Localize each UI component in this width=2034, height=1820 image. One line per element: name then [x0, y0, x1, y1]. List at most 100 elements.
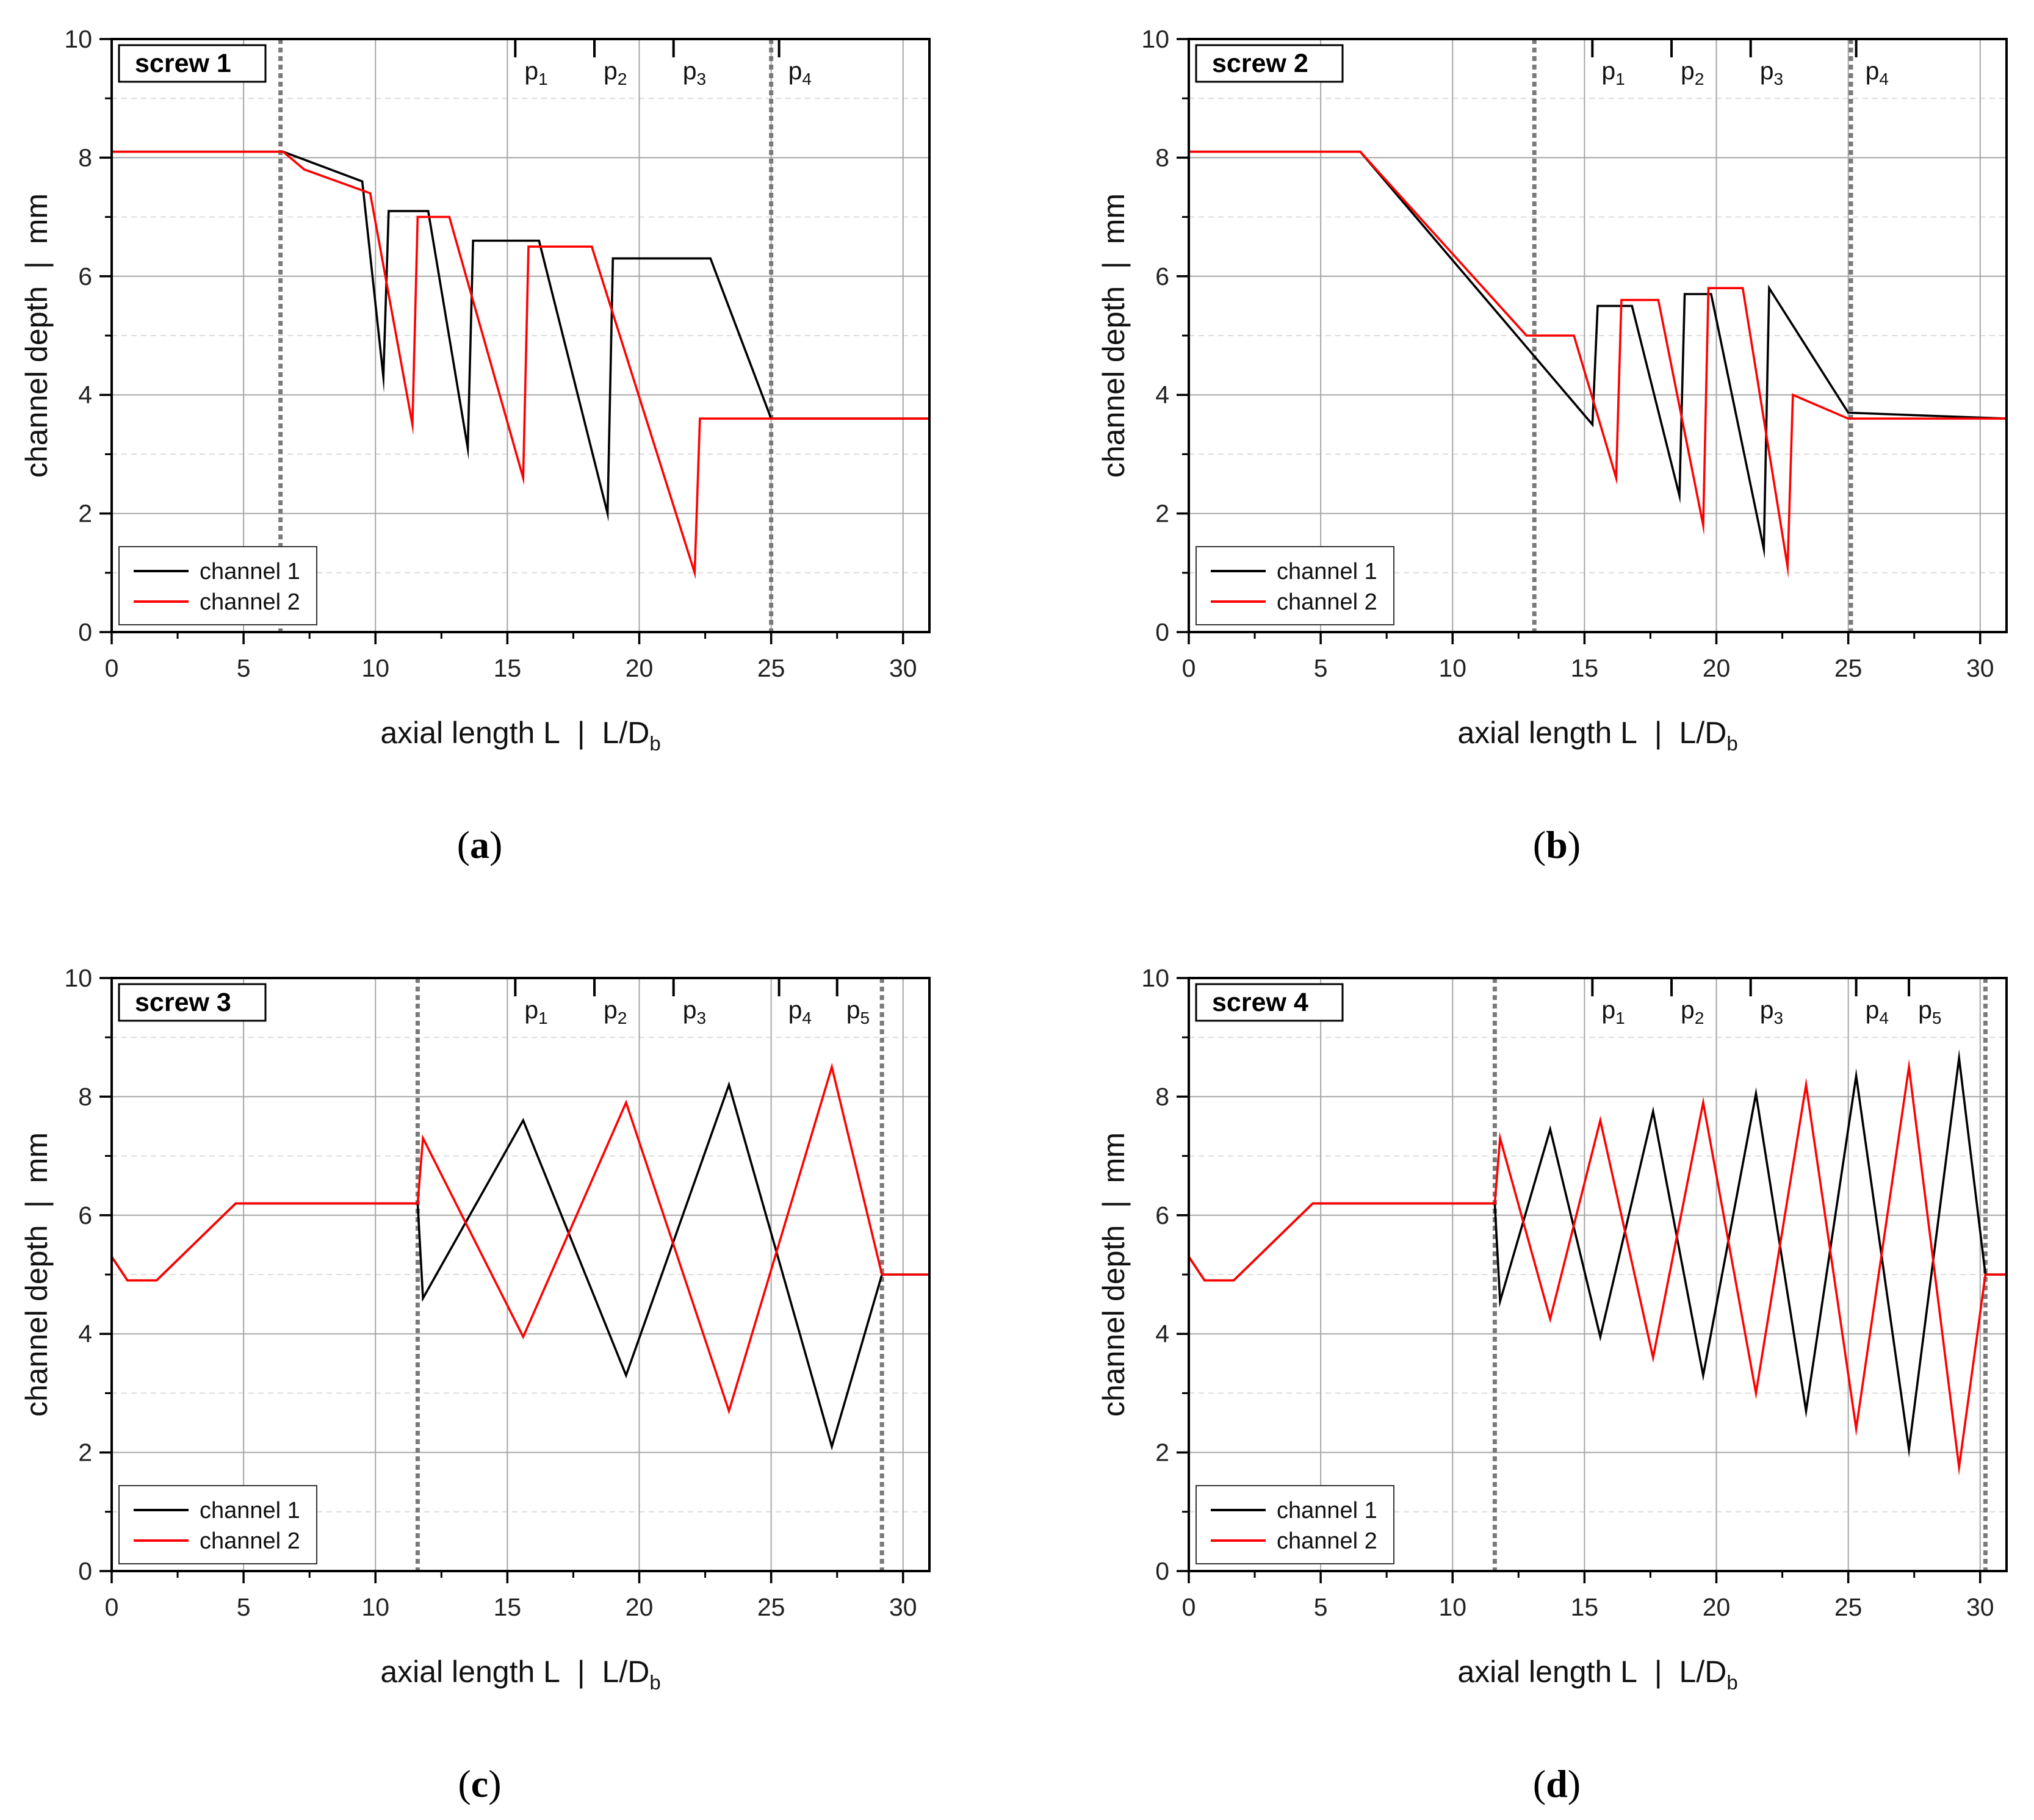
legend-box	[118, 1485, 317, 1564]
y-tick-label: 6	[78, 262, 92, 290]
y-tick-label: 8	[78, 1082, 92, 1110]
x-tick-label: 0	[105, 1593, 119, 1621]
x-tick-label: 0	[1182, 1593, 1196, 1621]
y-axis-title: channel depth | mm	[1097, 1132, 1131, 1417]
section-marker-label-p1: p1	[524, 996, 547, 1027]
section-marker-label-p2: p2	[604, 57, 627, 88]
legend-box	[1196, 1485, 1394, 1564]
y-tick-label: 0	[1155, 618, 1169, 646]
x-tick-label: 10	[361, 1593, 389, 1621]
section-marker-label-p3: p3	[683, 57, 706, 88]
x-tick-label: 10	[1438, 1593, 1466, 1621]
series-line-channel-1	[1188, 1049, 2007, 1458]
screw-label-box	[1195, 44, 1344, 83]
section-marker-label-p2: p2	[604, 996, 627, 1027]
section-marker-label-p3: p3	[1760, 996, 1783, 1027]
x-tick-label: 10	[361, 654, 389, 682]
x-tick-label: 30	[1966, 1593, 1994, 1621]
x-axis-title: axial length L | L/Db	[380, 1655, 660, 1694]
y-axis-title: channel depth | mm	[20, 1132, 54, 1417]
series-line-channel-2	[112, 150, 929, 580]
x-tick-label: 5	[237, 654, 251, 682]
series-line-channel-2	[110, 1062, 929, 1415]
y-tick-label: 0	[1155, 1557, 1169, 1585]
legend-label-channel-2: channel 2	[1277, 1528, 1377, 1554]
screw-label: screw 2	[1212, 49, 1308, 78]
series-line-channel-2	[1189, 150, 2007, 579]
section-marker-label-p1: p1	[1601, 57, 1625, 88]
series-line-channel-1	[110, 1081, 929, 1451]
screw-label: screw 4	[1212, 988, 1308, 1017]
x-tick-label: 25	[1834, 654, 1863, 682]
x-tick-label: 15	[1571, 1593, 1599, 1621]
x-axis-title: axial length L | L/Db	[380, 716, 660, 755]
section-marker-label-p1: p1	[1601, 996, 1625, 1027]
x-tick-label: 30	[889, 1593, 917, 1621]
y-tick-label: 0	[78, 1557, 92, 1585]
legend-label-channel-2: channel 2	[1277, 589, 1377, 615]
x-tick-label: 5	[237, 1593, 251, 1621]
y-tick-label: 4	[1155, 381, 1169, 409]
series-line-channel-2	[1188, 1059, 2007, 1476]
y-tick-label: 4	[78, 381, 92, 409]
section-marker-label-p1: p1	[524, 57, 547, 88]
x-tick-label: 15	[494, 1593, 522, 1621]
legend-box	[118, 546, 317, 625]
legend-label-channel-1: channel 1	[1277, 559, 1377, 584]
legend-box	[1196, 546, 1394, 625]
legend-label-channel-1: channel 1	[200, 1498, 300, 1523]
panel-caption: (d)	[1533, 1762, 1581, 1805]
legend-label-channel-1: channel 1	[200, 559, 300, 584]
y-tick-label: 0	[78, 618, 92, 646]
x-tick-label: 0	[105, 654, 119, 682]
y-tick-label: 2	[78, 1439, 92, 1467]
section-marker-label-p5: p5	[1918, 996, 1941, 1027]
legend-label-channel-2: channel 2	[200, 1528, 300, 1554]
x-tick-label: 30	[1966, 654, 1994, 682]
y-axis-title: channel depth | mm	[1097, 193, 1131, 478]
chart-panel-c: 0 5 10 15 20 25 30 0 2 4 6 8 10 p1 p2 p3 p4 p5 screw 3 chan…	[20, 964, 931, 1805]
section-marker-label-p4: p4	[788, 57, 812, 88]
x-axis-title: axial length L | L/Db	[1457, 716, 1737, 755]
x-tick-label: 15	[1571, 654, 1599, 682]
y-tick-label: 8	[78, 143, 92, 171]
section-marker-label-p5: p5	[846, 996, 870, 1027]
section-marker-label-p3: p3	[1760, 57, 1783, 88]
screw-label-box	[1195, 983, 1344, 1022]
x-tick-label: 25	[757, 1593, 785, 1621]
y-tick-label: 6	[78, 1201, 92, 1229]
legend-label-channel-1: channel 1	[1277, 1498, 1377, 1523]
screw-label-box	[118, 983, 267, 1022]
y-tick-label: 4	[1155, 1320, 1169, 1348]
y-tick-label: 2	[78, 500, 92, 528]
y-tick-label: 10	[64, 964, 92, 992]
y-axis-title: channel depth | mm	[20, 193, 54, 478]
x-tick-label: 5	[1314, 654, 1328, 682]
y-tick-label: 6	[1155, 262, 1169, 290]
x-tick-label: 20	[1703, 1593, 1731, 1621]
y-tick-label: 2	[1155, 1439, 1169, 1467]
x-tick-label: 0	[1182, 654, 1196, 682]
y-tick-label: 8	[1155, 1082, 1169, 1110]
x-tick-label: 25	[1834, 1593, 1863, 1621]
section-marker-label-p4: p4	[1866, 57, 1889, 88]
x-tick-label: 20	[1703, 654, 1731, 682]
y-tick-label: 10	[64, 25, 92, 53]
x-tick-label: 15	[494, 654, 522, 682]
y-tick-label: 4	[78, 1320, 92, 1348]
series-line-channel-1	[1189, 150, 2007, 559]
y-tick-label: 8	[1155, 143, 1169, 171]
screw-label: screw 3	[135, 988, 231, 1017]
section-marker-label-p4: p4	[1866, 996, 1889, 1027]
x-tick-label: 10	[1438, 654, 1466, 682]
section-marker-label-p2: p2	[1681, 57, 1704, 88]
x-axis-title: axial length L | L/Db	[1457, 1655, 1737, 1694]
section-marker-label-p2: p2	[1681, 996, 1704, 1027]
x-tick-label: 20	[626, 654, 654, 682]
legend-label-channel-2: channel 2	[200, 589, 300, 615]
x-tick-label: 30	[889, 654, 917, 682]
y-tick-label: 2	[1155, 500, 1169, 528]
chart-panel-b: 0 5 10 15 20 25 30 0 2 4 6 8 10 p1 p2 p3 p4 screw 2 channe…	[1097, 25, 2008, 866]
chart-panel-a: 0 5 10 15 20 25 30 0 2 4 6 8 10 p1 p2 p3 p4 screw 1 channe…	[20, 25, 931, 866]
